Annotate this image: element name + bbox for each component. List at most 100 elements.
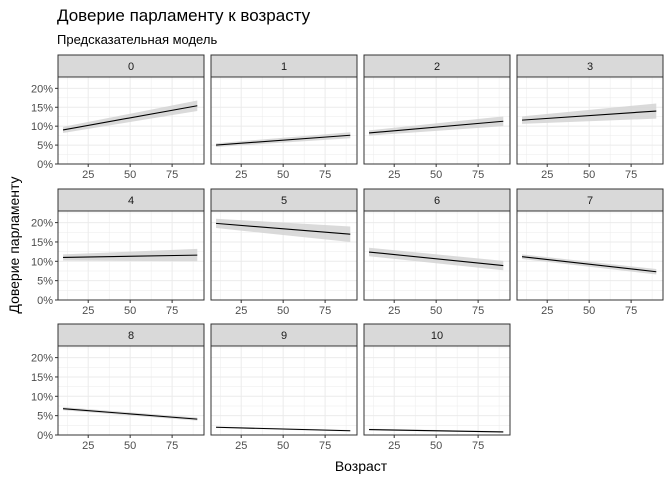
facet-strip	[363, 188, 511, 212]
x-tick-label: 25	[82, 305, 94, 317]
x-tick-label: 25	[541, 305, 553, 317]
x-tick-label: 25	[541, 169, 553, 181]
x-tick-label: 50	[277, 169, 289, 181]
x-tick-label: 75	[166, 169, 178, 181]
facet-strip-label: 4	[128, 195, 134, 207]
prediction-line	[368, 251, 504, 267]
facet-strip	[210, 188, 358, 212]
y-tick-label: 5%	[37, 276, 53, 288]
x-tick-label: 25	[235, 440, 247, 452]
x-tick-label: 50	[124, 169, 136, 181]
confidence-ribbon	[63, 248, 198, 262]
prediction-line	[369, 429, 504, 433]
x-tick-label: 75	[319, 440, 331, 452]
x-tick-label: 25	[388, 305, 400, 317]
confidence-ribbon	[216, 218, 351, 242]
facet-strip	[57, 54, 205, 78]
x-tick-label: 25	[235, 305, 247, 317]
x-tick-label: 75	[625, 169, 637, 181]
x-tick-label: 75	[625, 305, 637, 317]
y-tick-label: 0%	[37, 295, 53, 307]
x-tick-label: 50	[277, 440, 289, 452]
facet-strip	[57, 323, 205, 347]
facet-panel-2: 2 25 50 75	[363, 54, 511, 181]
confidence-ribbon	[216, 132, 351, 147]
x-tick-label: 50	[430, 305, 442, 317]
facet-strip-label: 0	[128, 61, 134, 73]
x-tick-label: 50	[583, 305, 595, 317]
facet-strip	[57, 188, 205, 212]
y-tick-label: 5%	[37, 411, 53, 423]
facet-strip	[210, 323, 358, 347]
x-tick-label: 50	[430, 169, 442, 181]
x-tick-label: 25	[82, 440, 94, 452]
y-tick-label: 5%	[37, 140, 53, 152]
x-tick-label: 50	[124, 440, 136, 452]
panel-background	[211, 346, 357, 435]
facet-panel-7: 7 25 50 75	[516, 188, 664, 317]
y-tick-label: 15%	[31, 102, 53, 114]
x-axis-title: Возраст	[335, 458, 388, 474]
panel-background	[517, 211, 663, 300]
facet-panel-5: 5 25 50 75	[210, 188, 358, 317]
prediction-line	[521, 256, 657, 273]
x-tick-label: 25	[388, 440, 400, 452]
facet-strip-label: 10	[431, 330, 443, 342]
x-tick-label: 75	[472, 169, 484, 181]
confidence-ribbon	[63, 100, 198, 133]
x-tick-label: 75	[319, 169, 331, 181]
y-tick-label: 10%	[31, 256, 53, 268]
facet-panel-6: 6 25 50 75	[363, 188, 511, 317]
prediction-line	[62, 408, 198, 420]
x-tick-label: 75	[319, 305, 331, 317]
y-tick-label: 15%	[31, 372, 53, 384]
facet-strip	[516, 188, 664, 212]
facet-panel-8: 8 25 50 75 0% 5% 10% 15% 20%	[31, 323, 205, 452]
y-axis-title: Доверие парламенту	[6, 176, 22, 313]
x-tick-label: 25	[235, 169, 247, 181]
prediction-line	[215, 134, 351, 146]
x-tick-label: 50	[277, 305, 289, 317]
facet-panel-10: 10 25 50 75	[363, 323, 511, 452]
prediction-line	[521, 110, 657, 121]
panel-background	[364, 346, 510, 435]
x-tick-label: 25	[82, 169, 94, 181]
panel-background	[58, 346, 204, 435]
y-tick-label: 0%	[37, 159, 53, 171]
x-tick-label: 50	[124, 305, 136, 317]
y-tick-label: 20%	[31, 218, 53, 230]
confidence-ribbon	[369, 116, 504, 136]
prediction-line	[216, 426, 351, 432]
x-tick-label: 75	[166, 305, 178, 317]
facet-strip-label: 5	[281, 195, 287, 207]
facet-strip-label: 9	[281, 330, 287, 342]
facet-panel-3: 3 25 50 75	[516, 54, 664, 181]
prediction-line	[63, 254, 198, 258]
panel-background	[211, 77, 357, 164]
facet-panel-9: 9 25 50 75	[210, 323, 358, 452]
prediction-line	[215, 222, 351, 235]
y-tick-label: 10%	[31, 121, 53, 133]
facet-panel-1: 1 25 50 75	[210, 54, 358, 181]
y-tick-label: 10%	[31, 391, 53, 403]
facet-strip-label: 1	[281, 61, 287, 73]
facet-strip-label: 3	[587, 61, 593, 73]
facet-panel-0: 0 25 50 75 0% 5% 10% 15% 20%	[31, 54, 205, 181]
x-tick-label: 75	[472, 440, 484, 452]
y-tick-label: 20%	[31, 83, 53, 95]
prediction-line	[62, 105, 198, 131]
facet-strip-label: 8	[128, 330, 134, 342]
chart-subtitle: Предсказательная модель	[57, 32, 218, 47]
facet-strip	[363, 54, 511, 78]
y-tick-label: 0%	[37, 430, 53, 442]
x-tick-label: 25	[388, 169, 400, 181]
y-tick-label: 20%	[31, 353, 53, 365]
y-tick-label: 15%	[31, 237, 53, 249]
facet-strip	[363, 323, 511, 347]
facet-panel-4: 4 25 50 75 0% 5% 10% 15% 20%	[31, 188, 205, 317]
confidence-ribbon	[522, 103, 657, 124]
x-tick-label: 75	[166, 440, 178, 452]
x-tick-label: 50	[430, 440, 442, 452]
x-tick-label: 75	[472, 305, 484, 317]
